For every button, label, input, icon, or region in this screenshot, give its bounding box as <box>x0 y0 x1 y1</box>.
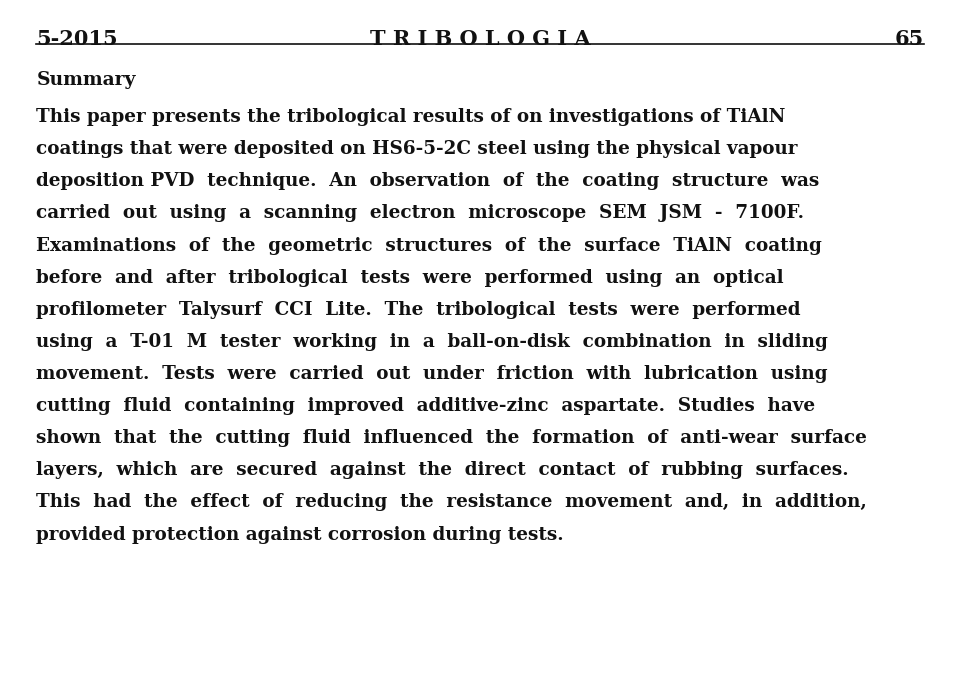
Text: 65: 65 <box>895 29 924 49</box>
Text: deposition PVD  technique.  An  observation  of  the  coating  structure  was: deposition PVD technique. An observation… <box>36 172 820 191</box>
Text: Summary: Summary <box>36 71 136 89</box>
Text: This  had  the  effect  of  reducing  the  resistance  movement  and,  in  addit: This had the effect of reducing the resi… <box>36 493 867 512</box>
Text: shown  that  the  cutting  fluid  influenced  the  formation  of  anti-wear  sur: shown that the cutting fluid influenced … <box>36 429 867 448</box>
Text: Examinations  of  the  geometric  structures  of  the  surface  TiAlN  coating: Examinations of the geometric structures… <box>36 237 822 255</box>
Text: profilometer  Talysurf  CCI  Lite.  The  tribological  tests  were  performed: profilometer Talysurf CCI Lite. The trib… <box>36 301 801 319</box>
Text: using  a  T-01  M  tester  working  in  a  ball-on-disk  combination  in  slidin: using a T-01 M tester working in a ball-… <box>36 333 828 351</box>
Text: 5-2015: 5-2015 <box>36 29 118 49</box>
Text: provided protection against corrosion during tests.: provided protection against corrosion du… <box>36 525 564 544</box>
Text: movement.  Tests  were  carried  out  under  friction  with  lubrication  using: movement. Tests were carried out under f… <box>36 365 828 383</box>
Text: cutting  fluid  containing  improved  additive-zinc  aspartate.  Studies  have: cutting fluid containing improved additi… <box>36 397 816 415</box>
Text: T R I B O L O G I A: T R I B O L O G I A <box>370 29 590 49</box>
Text: This paper presents the tribological results of on investigations of TiAlN: This paper presents the tribological res… <box>36 108 786 126</box>
Text: layers,  which  are  secured  against  the  direct  contact  of  rubbing  surfac: layers, which are secured against the di… <box>36 461 849 479</box>
Text: before  and  after  tribological  tests  were  performed  using  an  optical: before and after tribological tests were… <box>36 268 784 287</box>
Text: coatings that were deposited on HS6-5-2C steel using the physical vapour: coatings that were deposited on HS6-5-2C… <box>36 141 798 158</box>
Text: carried  out  using  a  scanning  electron  microscope  SEM  JSM  -  7100F.: carried out using a scanning electron mi… <box>36 204 804 222</box>
